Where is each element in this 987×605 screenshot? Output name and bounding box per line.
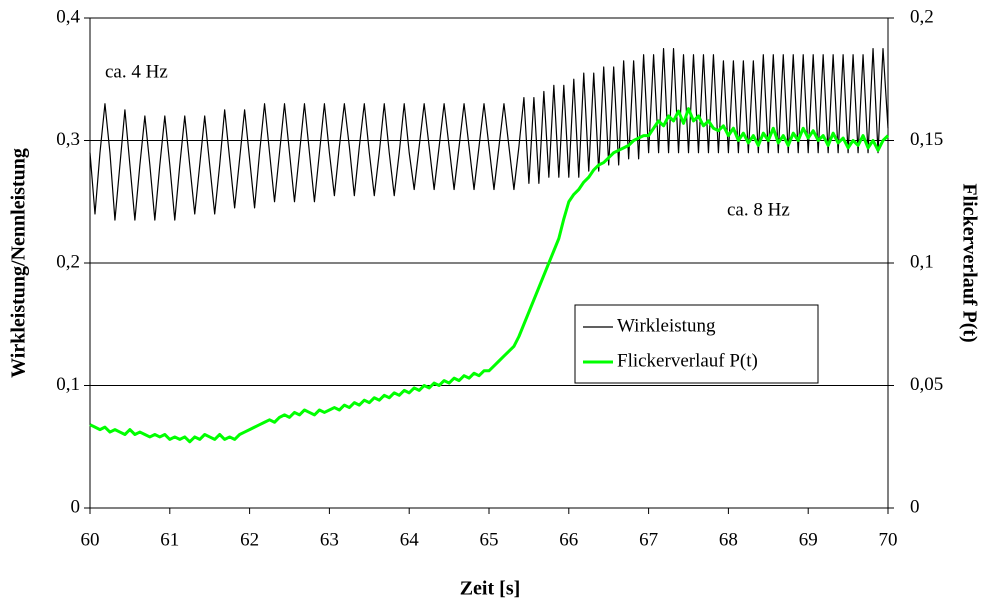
x-tick-label: 67 — [639, 529, 658, 550]
x-tick-label: 66 — [559, 529, 578, 550]
x-tick-label: 62 — [240, 529, 259, 550]
y-axis-title: Wirkleistung/Nennleistung — [8, 148, 30, 378]
y2-axis-title: Flickerverlauf P(t) — [958, 183, 980, 342]
legend-label: Wirkleistung — [617, 315, 716, 336]
x-tick-label: 70 — [879, 529, 898, 550]
x-tick-label: 68 — [719, 529, 738, 550]
y2-tick-label: 0,15 — [910, 129, 943, 150]
x-axis-title: Zeit [s] — [460, 578, 521, 600]
x-tick-label: 61 — [160, 529, 179, 550]
y2-tick-label: 0,1 — [910, 251, 934, 272]
y-tick-label: 0,1 — [56, 374, 80, 395]
x-tick-label: 63 — [320, 529, 339, 550]
y2-tick-label: 0,05 — [910, 374, 943, 395]
y2-tick-label: 0 — [910, 496, 920, 517]
x-tick-label: 64 — [400, 529, 420, 550]
annotation: ca. 4 Hz — [105, 61, 168, 82]
series-line — [89, 48, 889, 221]
y-tick-label: 0,4 — [56, 6, 80, 27]
y2-tick-label: 0,2 — [910, 6, 934, 27]
y-tick-label: 0 — [71, 496, 81, 517]
y-tick-label: 0,3 — [56, 129, 80, 150]
series-line — [89, 107, 890, 444]
x-tick-label: 69 — [799, 529, 818, 550]
x-tick-label: 60 — [81, 529, 100, 550]
x-tick-label: 65 — [480, 529, 499, 550]
plot-frame — [89, 17, 889, 509]
legend-label: Flickerverlauf P(t) — [617, 350, 758, 371]
y-tick-label: 0,2 — [56, 251, 80, 272]
legend-box — [574, 304, 819, 384]
annotation: ca. 8 Hz — [727, 199, 790, 220]
